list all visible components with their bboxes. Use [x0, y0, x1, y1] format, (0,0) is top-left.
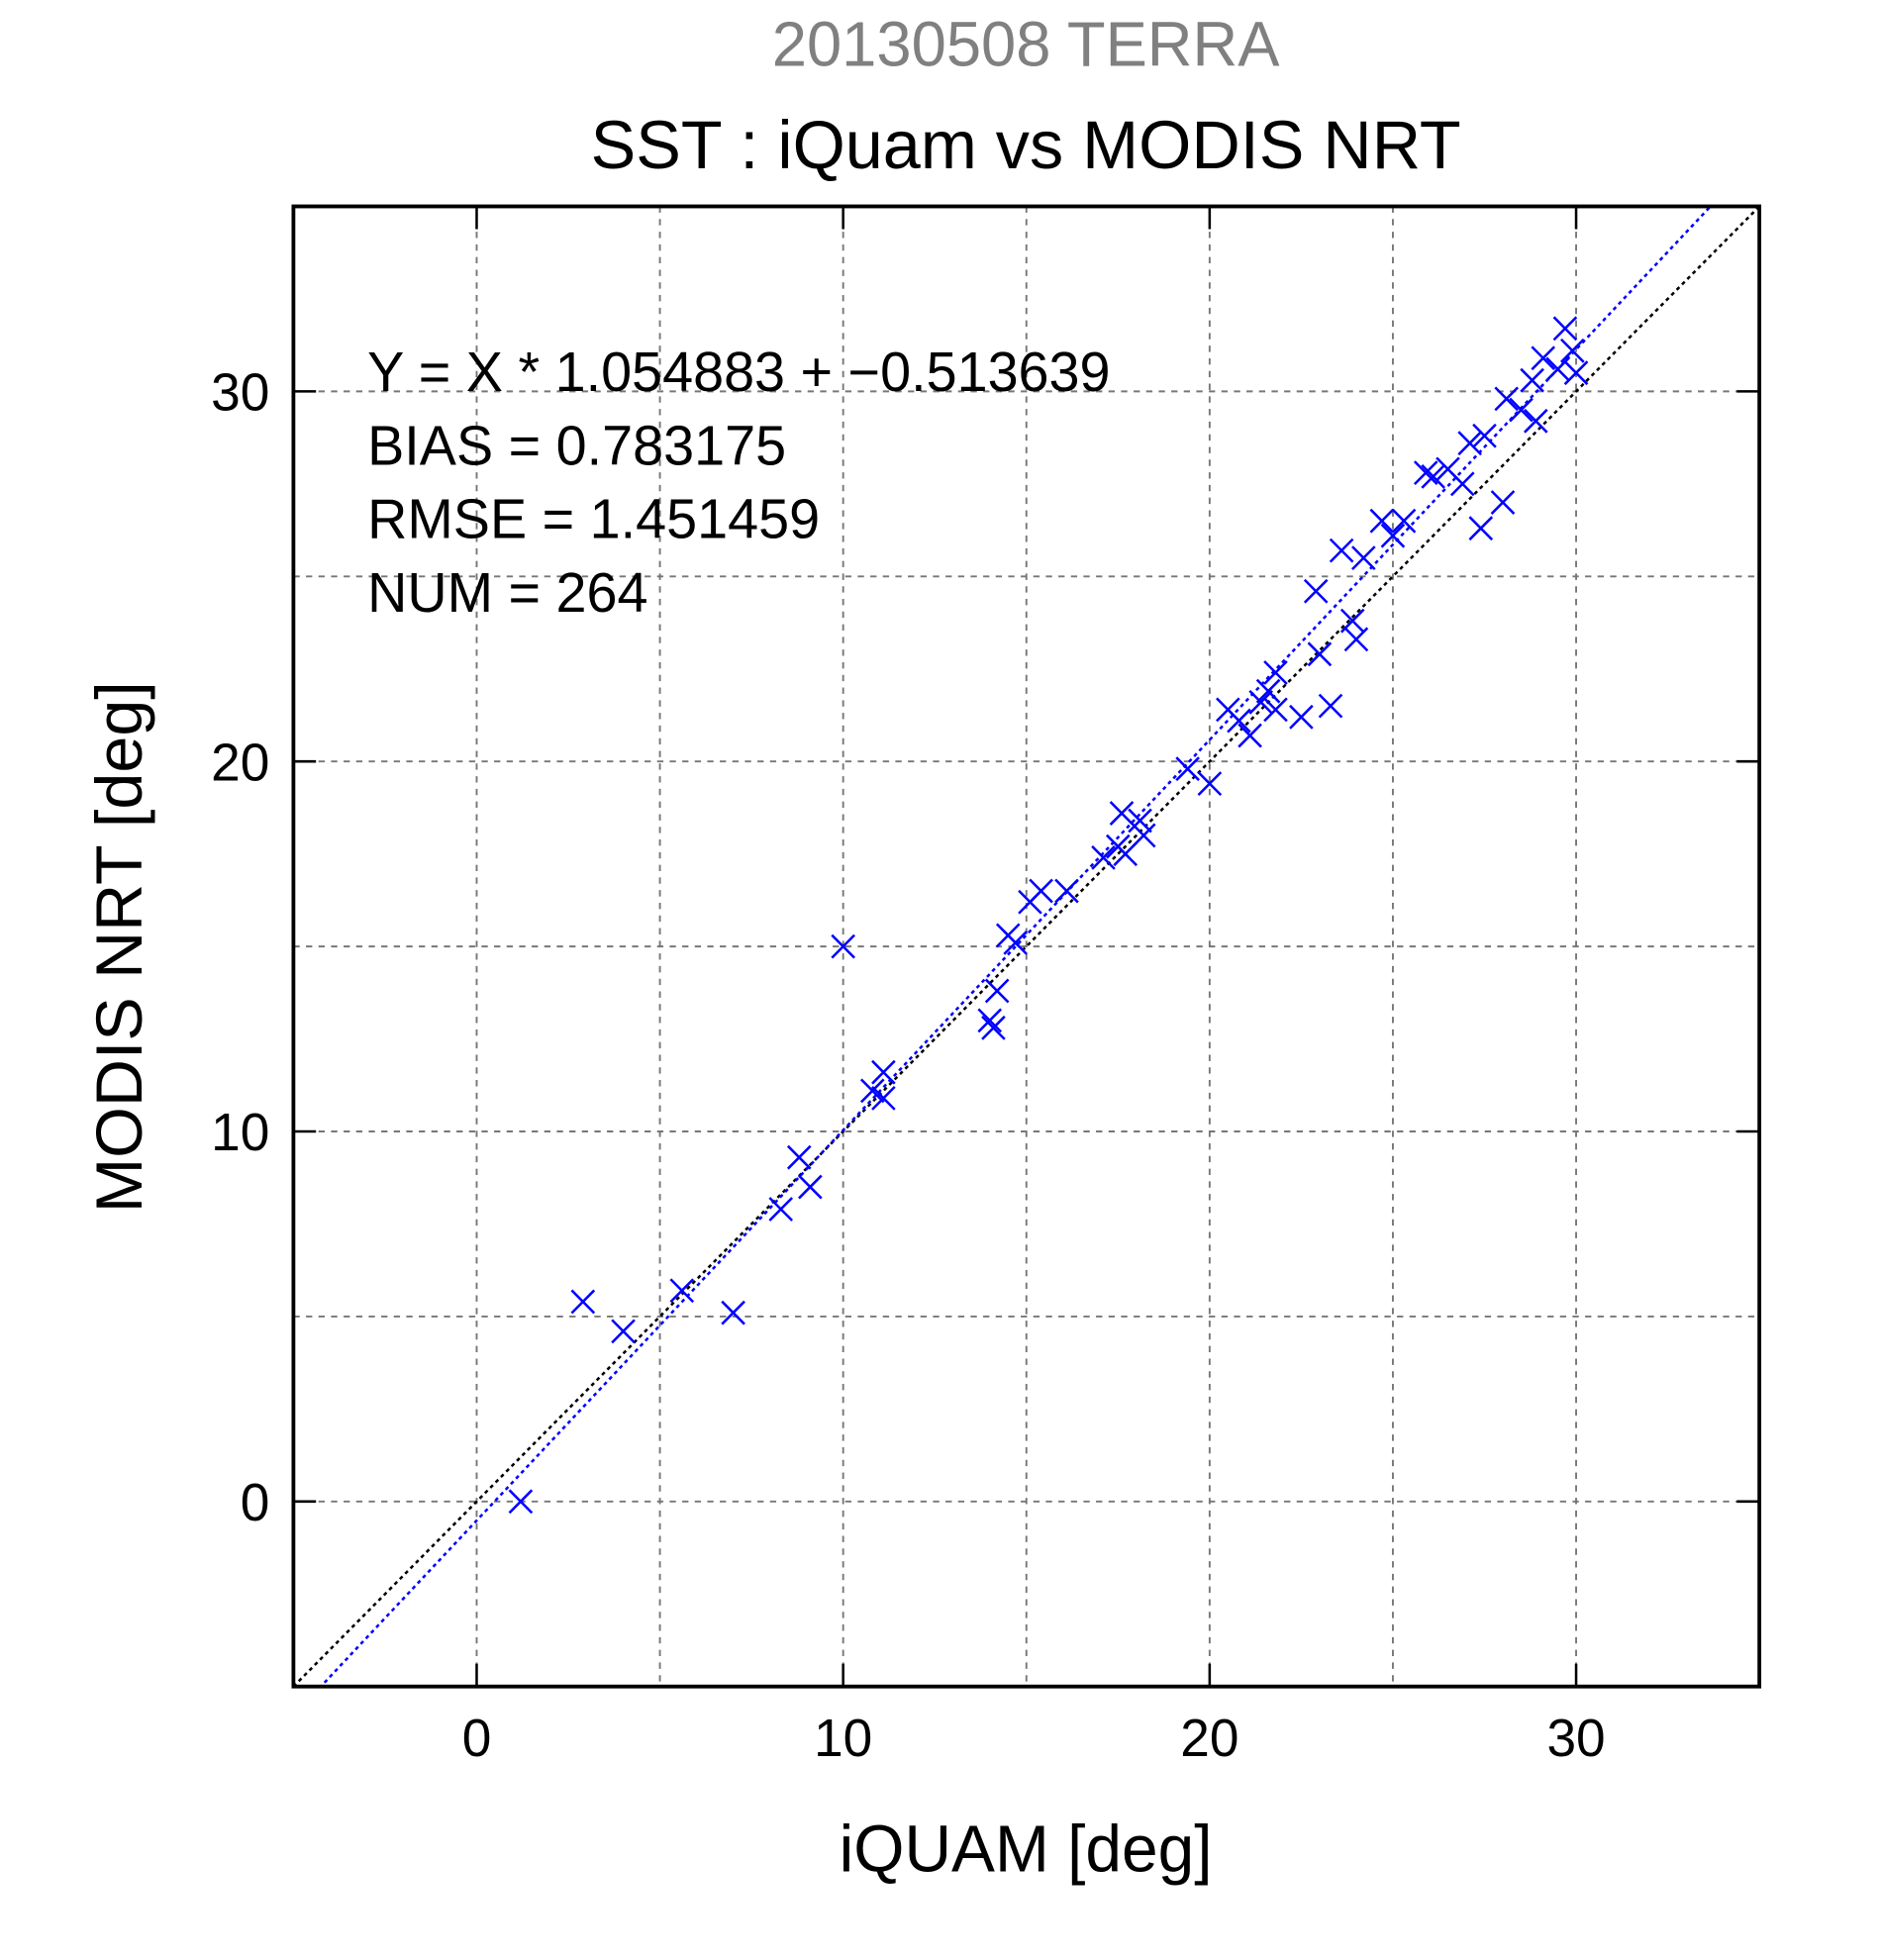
y-tick-label: 10 — [211, 1104, 269, 1162]
point — [831, 933, 855, 959]
point — [1289, 704, 1314, 730]
point — [1351, 545, 1376, 571]
x-tick-label: 20 — [1180, 1710, 1238, 1768]
point — [1175, 756, 1200, 782]
point — [1131, 823, 1156, 848]
point — [611, 1319, 636, 1344]
point — [977, 1008, 1003, 1033]
annotation: NUM = 264 — [367, 561, 647, 624]
point — [984, 978, 1010, 1004]
point — [669, 1278, 695, 1304]
y-tick-label: 20 — [211, 734, 269, 792]
x-tick-label: 0 — [462, 1710, 492, 1768]
point — [1413, 460, 1438, 486]
annotation: BIAS = 0.783175 — [367, 414, 786, 476]
point — [1449, 471, 1475, 497]
point — [871, 1085, 896, 1111]
plot-frame — [291, 204, 1762, 1689]
point — [1457, 431, 1482, 456]
point — [1128, 808, 1152, 833]
point — [1248, 689, 1273, 715]
point — [859, 1078, 885, 1104]
point — [1238, 723, 1262, 748]
point — [1054, 878, 1079, 904]
point — [981, 1015, 1006, 1040]
point — [1307, 641, 1333, 667]
point — [1263, 697, 1288, 723]
point — [786, 1144, 812, 1170]
point — [1227, 708, 1251, 734]
point — [1109, 801, 1135, 826]
y-tick-label: 0 — [241, 1474, 270, 1532]
point — [1091, 844, 1116, 870]
chart-subtitle: SST : iQuam vs MODIS NRT — [591, 107, 1461, 183]
point — [1003, 930, 1028, 955]
point — [1391, 508, 1417, 534]
point — [570, 1289, 596, 1315]
point — [1563, 360, 1589, 386]
point — [1263, 660, 1288, 685]
point — [768, 1197, 794, 1222]
point — [1380, 523, 1406, 548]
point — [1197, 771, 1223, 797]
point — [1303, 578, 1329, 604]
point — [1421, 463, 1445, 489]
point — [1468, 516, 1494, 541]
y-tick-label: 30 — [211, 363, 269, 422]
point — [1552, 316, 1578, 342]
x-tick-label: 10 — [814, 1710, 872, 1768]
x-tick-label: 30 — [1546, 1710, 1605, 1768]
point — [1520, 367, 1544, 393]
point — [1472, 423, 1497, 448]
plot-area — [293, 206, 1760, 1687]
point — [1531, 345, 1556, 371]
chart-title: 20130508 TERRA — [772, 9, 1280, 79]
point — [1560, 338, 1585, 363]
annotation: RMSE = 1.451459 — [367, 487, 820, 549]
point — [1369, 508, 1395, 534]
point — [508, 1489, 534, 1515]
point — [1509, 397, 1534, 423]
point — [1329, 538, 1354, 563]
annotation: Y = X * 1.054883 + −0.513639 — [367, 341, 1110, 403]
point — [1029, 878, 1053, 904]
point — [1524, 408, 1548, 434]
point — [721, 1300, 745, 1325]
point — [871, 1059, 896, 1085]
y-axis-label: MODIS NRT [deg] — [83, 681, 156, 1213]
point — [1343, 627, 1369, 652]
point — [1490, 490, 1516, 515]
x-axis-label: iQUAM [deg] — [840, 1813, 1213, 1886]
fit-line — [319, 206, 1713, 1687]
point — [1494, 386, 1520, 412]
point — [798, 1174, 823, 1200]
point — [1318, 693, 1343, 719]
point — [1255, 678, 1281, 704]
